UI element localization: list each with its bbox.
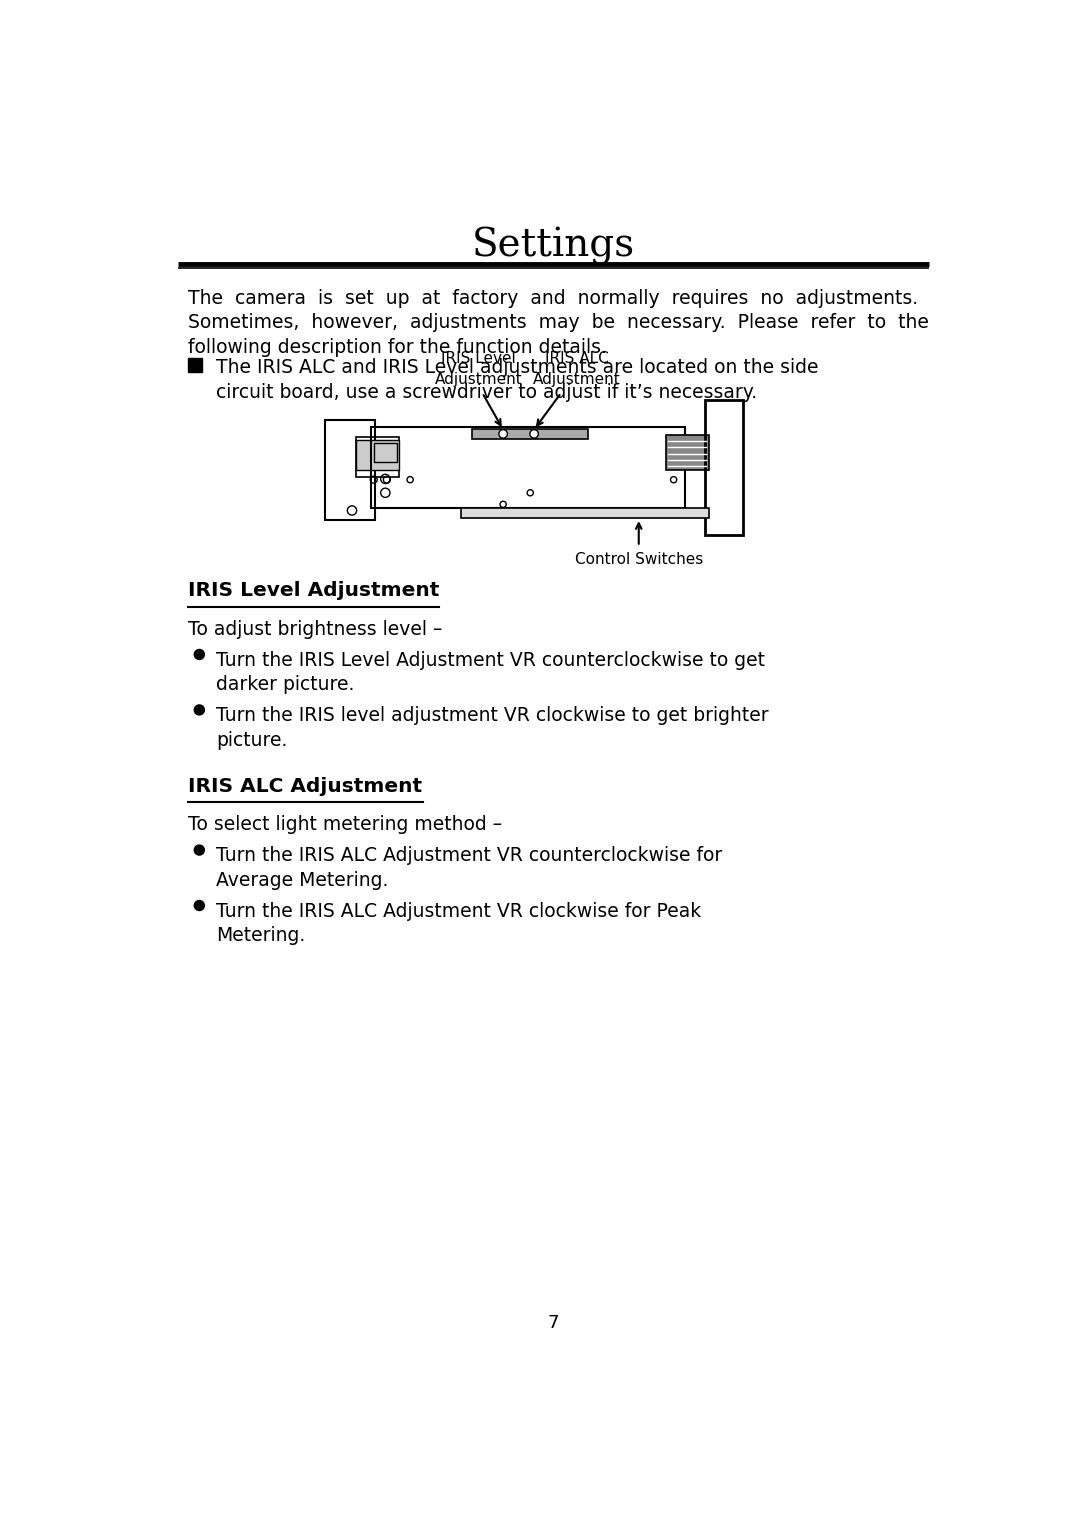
Bar bbox=[372, 428, 685, 508]
Bar bbox=[666, 435, 708, 470]
Text: IRIS ALC: IRIS ALC bbox=[545, 351, 609, 366]
Text: The  camera  is  set  up  at  factory  and  normally  requires  no  adjustments.: The camera is set up at factory and norm… bbox=[188, 289, 918, 308]
Bar bbox=[188, 357, 202, 373]
Text: Adjustment: Adjustment bbox=[532, 373, 621, 388]
Bar bbox=[325, 420, 375, 519]
Text: Average Metering.: Average Metering. bbox=[216, 870, 389, 890]
Text: IRIS Level Adjustment: IRIS Level Adjustment bbox=[188, 582, 440, 600]
Text: following description for the function details.: following description for the function d… bbox=[188, 337, 607, 357]
Text: Turn the IRIS level adjustment VR clockwise to get brighter: Turn the IRIS level adjustment VR clockw… bbox=[216, 705, 769, 725]
Text: To adjust brightness level –: To adjust brightness level – bbox=[188, 620, 442, 638]
Circle shape bbox=[194, 844, 204, 855]
Bar bbox=[460, 508, 708, 518]
Circle shape bbox=[194, 649, 204, 660]
Bar bbox=[374, 443, 397, 463]
Circle shape bbox=[194, 705, 204, 715]
Bar bbox=[704, 400, 743, 534]
Bar bbox=[472, 429, 589, 438]
Text: The IRIS ALC and IRIS Level adjustments are located on the side: The IRIS ALC and IRIS Level adjustments … bbox=[216, 357, 819, 377]
Bar bbox=[356, 440, 399, 470]
Text: IRIS ALC Adjustment: IRIS ALC Adjustment bbox=[188, 777, 422, 796]
Circle shape bbox=[499, 429, 508, 438]
Circle shape bbox=[194, 901, 204, 910]
Text: Adjustment: Adjustment bbox=[434, 373, 523, 388]
Bar bbox=[356, 437, 399, 478]
Text: Settings: Settings bbox=[472, 228, 635, 266]
Text: Metering.: Metering. bbox=[216, 927, 306, 945]
Text: picture.: picture. bbox=[216, 731, 287, 750]
Text: Turn the IRIS ALC Adjustment VR counterclockwise for: Turn the IRIS ALC Adjustment VR counterc… bbox=[216, 846, 723, 866]
Text: 7: 7 bbox=[548, 1315, 559, 1332]
Text: To select light metering method –: To select light metering method – bbox=[188, 815, 502, 834]
Circle shape bbox=[530, 429, 539, 438]
Text: Turn the IRIS Level Adjustment VR counterclockwise to get: Turn the IRIS Level Adjustment VR counte… bbox=[216, 651, 766, 670]
Text: Turn the IRIS ALC Adjustment VR clockwise for Peak: Turn the IRIS ALC Adjustment VR clockwis… bbox=[216, 901, 702, 921]
Text: Sometimes,  however,  adjustments  may  be  necessary.  Please  refer  to  the: Sometimes, however, adjustments may be n… bbox=[188, 313, 929, 333]
Text: circuit board, use a screwdriver to adjust if it’s necessary.: circuit board, use a screwdriver to adju… bbox=[216, 383, 757, 402]
Text: Control Switches: Control Switches bbox=[575, 553, 703, 567]
Text: IRIS Level: IRIS Level bbox=[441, 351, 516, 366]
Text: darker picture.: darker picture. bbox=[216, 675, 354, 695]
